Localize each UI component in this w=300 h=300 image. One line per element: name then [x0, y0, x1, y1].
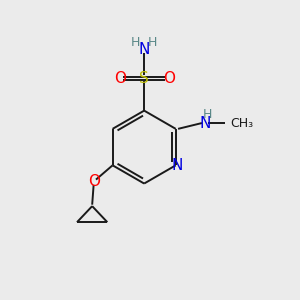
Text: N: N: [139, 42, 150, 57]
Text: H: H: [131, 36, 140, 49]
Text: O: O: [88, 174, 100, 189]
Text: O: O: [114, 71, 126, 86]
Text: N: N: [172, 158, 183, 173]
Text: S: S: [139, 71, 149, 86]
Text: O: O: [163, 71, 175, 86]
Text: N: N: [199, 116, 211, 130]
Text: H: H: [203, 108, 212, 121]
Text: H: H: [148, 36, 158, 49]
Text: CH₃: CH₃: [230, 116, 254, 130]
